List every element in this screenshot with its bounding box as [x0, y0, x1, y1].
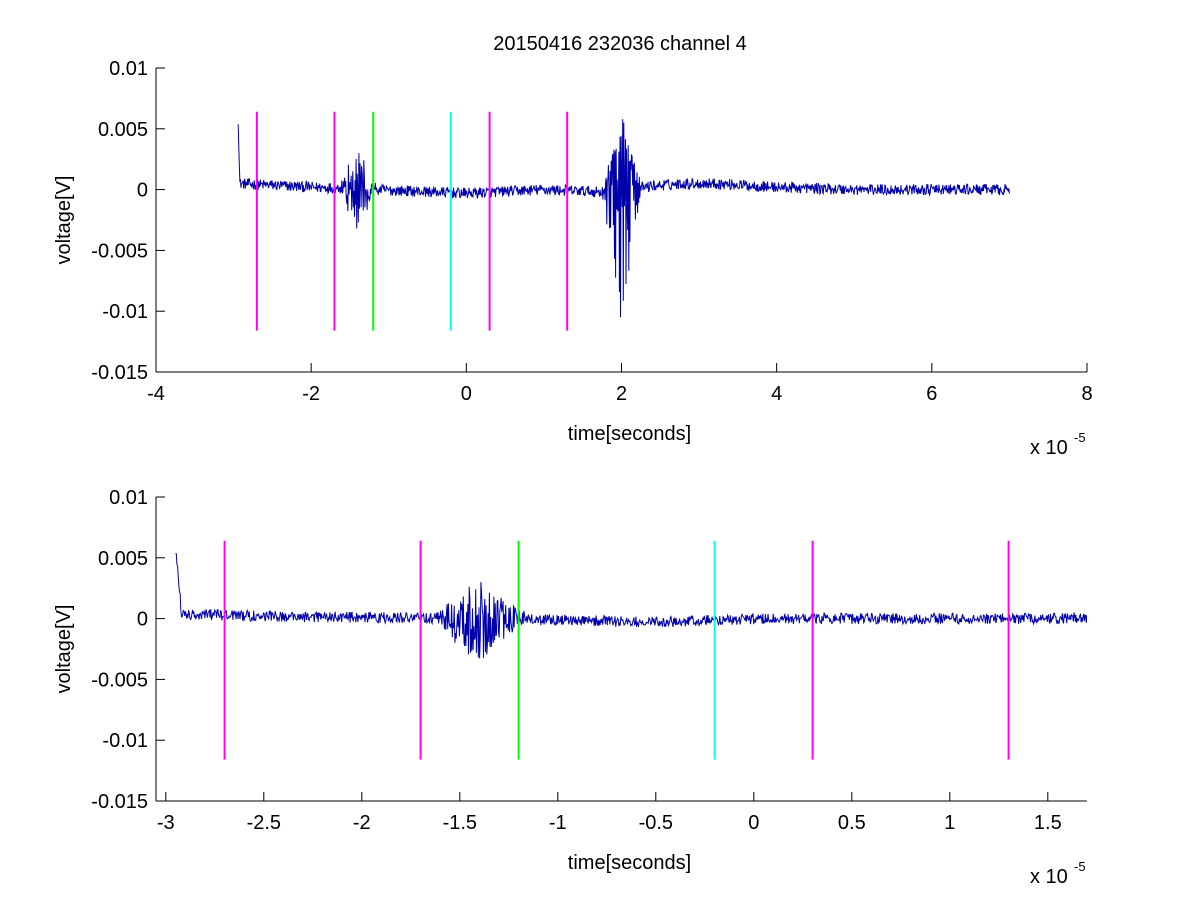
x-tick-label: 0	[461, 383, 472, 405]
x-tick-label: -2.5	[247, 812, 281, 834]
y-tick-label: 0.005	[98, 119, 148, 141]
x-multiplier-exponent: -5	[1074, 859, 1086, 874]
x-tick-label: 2	[616, 383, 627, 405]
y-tick-label: -0.005	[91, 240, 148, 262]
x-axis-label: time[seconds]	[568, 423, 691, 445]
x-tick-label: 4	[771, 383, 782, 405]
x-tick-label: -2	[302, 383, 320, 405]
y-tick-label: 0	[137, 180, 148, 202]
x-tick-label: -2	[353, 812, 371, 834]
x-tick-label: 0	[748, 812, 759, 834]
y-tick-label: -0.01	[102, 301, 148, 323]
x-tick-label: 6	[926, 383, 937, 405]
y-tick-label: -0.01	[102, 730, 148, 752]
x-tick-label: -0.5	[639, 812, 673, 834]
y-tick-label: -0.005	[91, 669, 148, 691]
x-axis-label: time[seconds]	[568, 852, 691, 874]
y-axis-label: voltage[V]	[53, 605, 75, 694]
plot-area	[175, 552, 1087, 659]
top-plot: -4 -2 0 2 4 6 8 -0.015 -0.01 -0.005 0 0.005 0.01 time…	[53, 58, 1093, 459]
x-multiplier-label: x 10	[1030, 437, 1068, 459]
y-tick-label: -0.015	[91, 362, 148, 384]
plot-area	[237, 119, 1010, 318]
y-tick-label: 0	[137, 609, 148, 631]
x-tick-label: -1.5	[443, 812, 477, 834]
signal-trace	[175, 552, 1087, 659]
y-tick-label: 0.005	[98, 548, 148, 570]
y-tick-label: -0.015	[91, 791, 148, 813]
figure-title: 20150416 232036 channel 4	[493, 33, 747, 55]
x-tick-label: -3	[157, 812, 175, 834]
y-tick-label: 0.01	[109, 487, 148, 509]
x-tick-label: 8	[1081, 383, 1092, 405]
x-tick-label: -4	[147, 383, 165, 405]
signal-trace	[237, 119, 1010, 318]
x-tick-label: 0.5	[838, 812, 866, 834]
x-multiplier-label: x 10	[1030, 866, 1068, 888]
x-multiplier-exponent: -5	[1074, 430, 1086, 445]
bottom-plot: -3 -2.5 -2 -1.5 -1 -0.5 0 0.5 1 1.5 -0.015 -0.01 -0.…	[53, 487, 1087, 888]
y-axis-label: voltage[V]	[53, 176, 75, 265]
y-tick-label: 0.01	[109, 58, 148, 80]
x-tick-label: 1	[944, 812, 955, 834]
x-tick-label: 1.5	[1034, 812, 1062, 834]
x-tick-label: -1	[549, 812, 567, 834]
